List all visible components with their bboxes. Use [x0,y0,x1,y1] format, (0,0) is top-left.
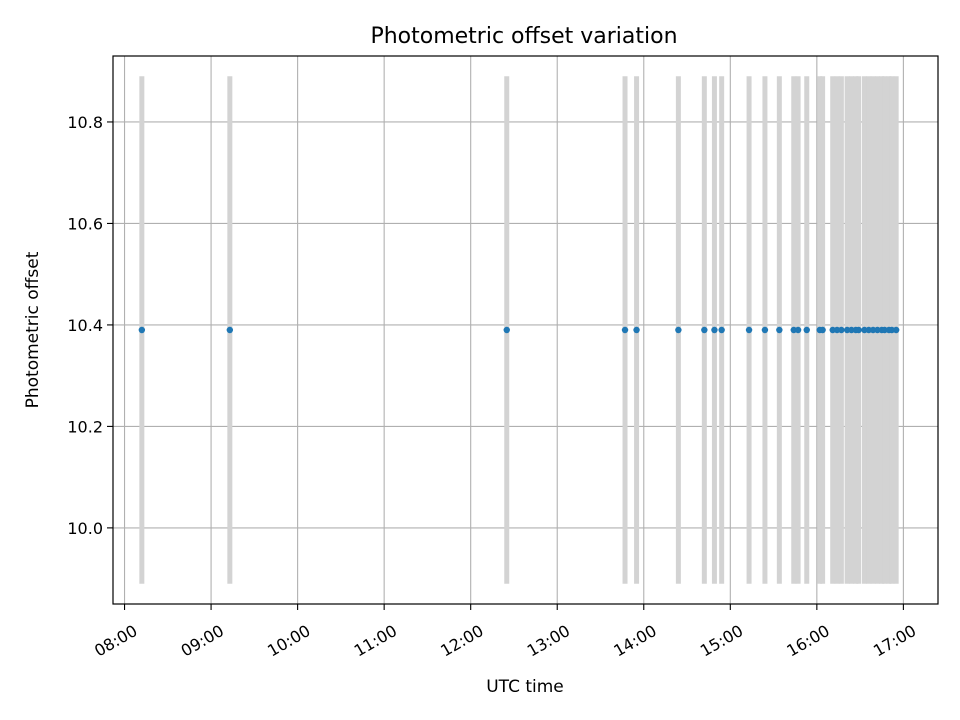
data-point [745,326,753,334]
x-tick-label: 09:00 [178,621,227,661]
data-point [718,326,725,334]
chart-title: Photometric offset variation [370,24,677,49]
data-point [711,326,718,334]
x-tick-label: 14:00 [610,621,659,661]
y-axis-label: Photometric offset [23,251,43,408]
data-point [138,326,146,334]
data-point [621,326,629,334]
data-point [803,326,810,334]
data-point [838,326,845,334]
data-point [675,326,682,334]
grid [113,56,938,604]
x-axis-label: UTC time [486,677,564,697]
y-tick-label: 10.4 [67,316,103,335]
y-tick-label: 10.0 [67,519,103,538]
x-tick-label: 13:00 [524,621,573,661]
y-tick-label: 10.6 [67,214,103,233]
x-axis: 08:00 09:00 10:00 11:00 12:00 13:00 14:00 15:00… [91,604,919,661]
x-tick-label: 08:00 [91,621,140,661]
y-tick-label: 10.2 [67,417,103,436]
x-tick-label: 17:00 [870,621,919,661]
data-point [701,326,708,334]
data-point [794,326,802,334]
x-tick-label: 11:00 [351,621,400,661]
data-points [138,326,900,334]
data-point [633,326,640,334]
plot-frame [112,55,939,605]
data-point [819,326,826,334]
y-tick-label: 10.8 [67,113,103,132]
y-axis: 10.0 10.2 10.4 10.6 10.8 [67,113,113,538]
data-point [226,326,234,334]
data-point [503,326,510,334]
data-point [776,326,783,334]
error-bars [139,76,899,584]
data-point [892,326,900,334]
x-tick-label: 10:00 [264,621,313,661]
x-tick-label: 16:00 [783,621,832,661]
x-tick-label: 12:00 [437,621,486,661]
x-tick-label: 15:00 [697,621,746,661]
data-point [855,326,862,334]
data-point [761,326,769,334]
